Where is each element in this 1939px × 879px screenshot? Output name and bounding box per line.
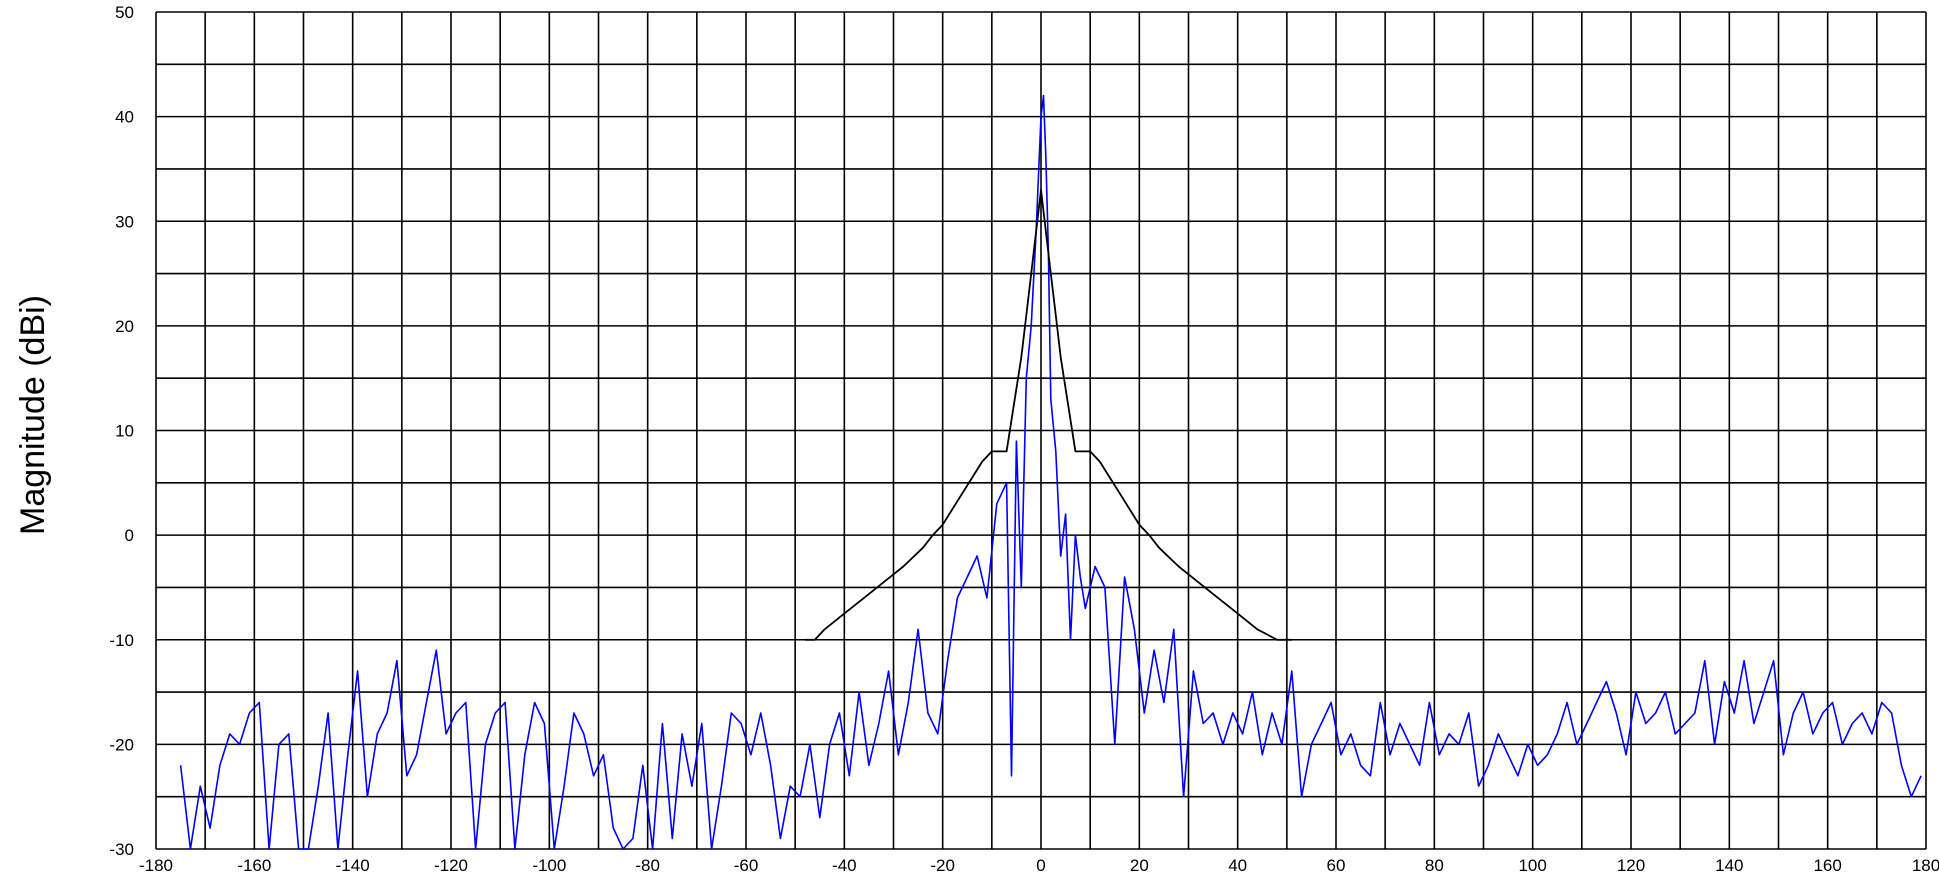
y-tick-label: 40 bbox=[115, 108, 134, 127]
series-lines bbox=[179, 94, 1922, 850]
x-tick-label: -60 bbox=[734, 856, 759, 875]
x-tick-label: -40 bbox=[832, 856, 857, 875]
measured-pattern-line bbox=[179, 94, 1922, 850]
y-tick-label: 30 bbox=[115, 212, 134, 231]
y-tick-label: 10 bbox=[115, 422, 134, 441]
x-tick-labels: -180 -160 -140 -120 -100 -80 -60 -40 -20 0 20 40 60 8… bbox=[139, 856, 1939, 875]
x-tick-label: 60 bbox=[1327, 856, 1346, 875]
x-tick-label: 80 bbox=[1425, 856, 1444, 875]
x-tick-label: 0 bbox=[1036, 856, 1045, 875]
x-tick-label: -100 bbox=[532, 856, 566, 875]
y-tick-label: 0 bbox=[125, 526, 134, 545]
y-tick-label: 50 bbox=[115, 3, 134, 22]
x-tick-label: -140 bbox=[336, 856, 370, 875]
x-tick-label: -160 bbox=[237, 856, 271, 875]
y-tick-label: -30 bbox=[109, 840, 134, 859]
x-tick-label: 40 bbox=[1228, 856, 1247, 875]
x-tick-label: 100 bbox=[1518, 856, 1546, 875]
x-tick-label: -180 bbox=[139, 856, 173, 875]
x-tick-label: 140 bbox=[1715, 856, 1743, 875]
y-tick-label: -20 bbox=[109, 735, 134, 754]
x-tick-label: 20 bbox=[1130, 856, 1149, 875]
y-tick-label: -10 bbox=[109, 631, 134, 650]
y-tick-label: 20 bbox=[115, 317, 134, 336]
grid-lines bbox=[155, 11, 1927, 850]
x-tick-label: 120 bbox=[1617, 856, 1645, 875]
envelope-mask-line bbox=[805, 188, 1292, 641]
x-tick-label: 160 bbox=[1813, 856, 1841, 875]
y-axis-title: Magnitude (dBi) bbox=[14, 295, 52, 535]
x-tick-label: 180 bbox=[1912, 856, 1939, 875]
x-tick-label: -120 bbox=[434, 856, 468, 875]
x-tick-label: -80 bbox=[635, 856, 660, 875]
x-tick-label: -20 bbox=[930, 856, 955, 875]
y-tick-labels: -30 -20 -10 0 10 20 30 40 50 bbox=[109, 3, 134, 859]
